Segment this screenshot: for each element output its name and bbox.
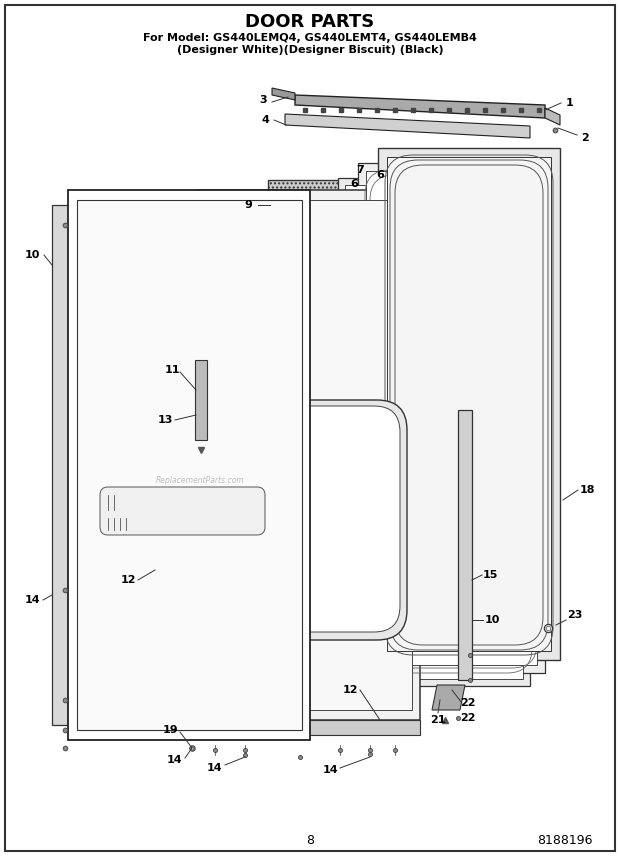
Text: 14: 14 [24, 595, 40, 605]
Text: 13: 13 [157, 415, 173, 425]
FancyBboxPatch shape [100, 487, 265, 535]
Text: For Model: GS440LEMQ4, GS440LEMT4, GS440LEMB4: For Model: GS440LEMQ4, GS440LEMT4, GS440… [143, 33, 477, 43]
Text: 1: 1 [566, 98, 574, 108]
Text: 12: 12 [120, 575, 136, 585]
Polygon shape [295, 95, 545, 118]
FancyBboxPatch shape [219, 406, 400, 632]
Polygon shape [77, 200, 302, 730]
Polygon shape [432, 685, 465, 710]
Polygon shape [52, 205, 68, 725]
Text: 8188196: 8188196 [538, 834, 593, 847]
Polygon shape [378, 148, 560, 660]
Text: 23: 23 [567, 610, 583, 620]
Text: 10: 10 [24, 250, 40, 260]
Text: 7: 7 [356, 165, 364, 175]
Text: 19: 19 [162, 725, 178, 735]
Text: ReplacementParts.com: ReplacementParts.com [156, 475, 244, 484]
Text: 18: 18 [579, 485, 595, 495]
Text: 15: 15 [482, 570, 498, 580]
Text: 6: 6 [376, 170, 384, 180]
Polygon shape [272, 88, 295, 100]
Text: 3: 3 [259, 95, 267, 105]
Polygon shape [366, 171, 537, 665]
Polygon shape [207, 200, 412, 710]
Text: 2: 2 [581, 133, 589, 143]
Polygon shape [295, 365, 445, 640]
Polygon shape [545, 108, 560, 125]
Polygon shape [345, 185, 523, 679]
Text: 9: 9 [244, 200, 252, 210]
Polygon shape [338, 178, 530, 686]
Text: 21: 21 [430, 715, 446, 725]
Polygon shape [285, 114, 530, 138]
Polygon shape [387, 157, 551, 651]
Text: 14: 14 [167, 755, 183, 765]
Polygon shape [458, 410, 472, 680]
Polygon shape [358, 163, 545, 673]
Text: DOOR PARTS: DOOR PARTS [246, 13, 374, 31]
Polygon shape [68, 190, 310, 740]
Text: 22: 22 [460, 713, 476, 723]
Text: 11: 11 [164, 365, 180, 375]
Polygon shape [195, 360, 207, 440]
FancyBboxPatch shape [212, 400, 407, 640]
Text: 6: 6 [350, 179, 358, 189]
Text: 10: 10 [484, 615, 500, 625]
Text: 8: 8 [306, 834, 314, 847]
Text: (Designer White)(Designer Biscuit) (Black): (Designer White)(Designer Biscuit) (Blac… [177, 45, 443, 55]
Text: 4: 4 [261, 115, 269, 125]
Text: 14: 14 [322, 765, 338, 775]
Polygon shape [198, 720, 420, 735]
Polygon shape [198, 190, 420, 720]
Text: 12: 12 [342, 685, 358, 695]
Polygon shape [268, 180, 468, 680]
Text: 14: 14 [207, 763, 223, 773]
Text: 22: 22 [460, 698, 476, 708]
